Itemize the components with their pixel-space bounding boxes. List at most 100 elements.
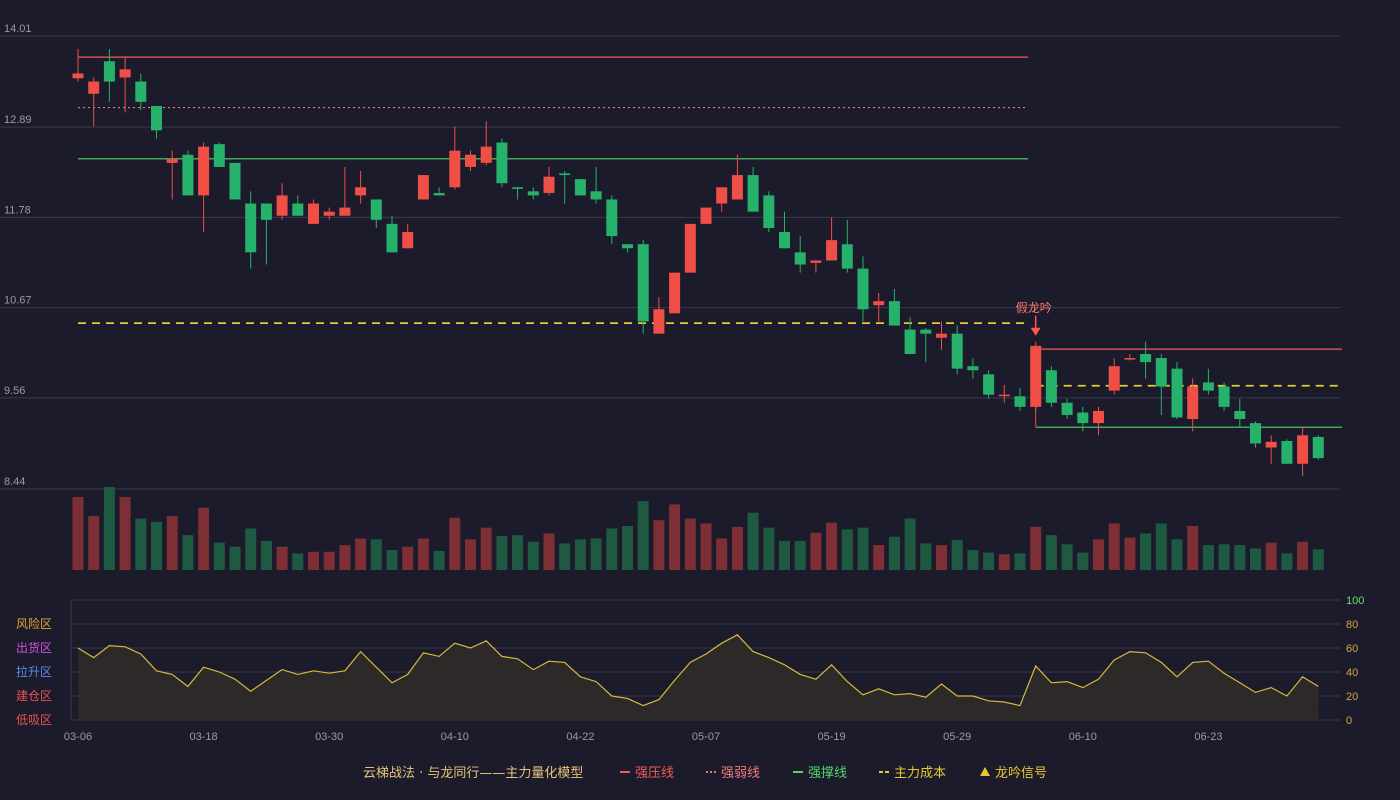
volume-bar [386,550,398,570]
osc-area [78,634,1319,720]
candle-body [857,268,869,310]
candle-body [747,175,759,212]
candle-body [355,187,367,196]
candle-body [936,333,947,338]
volume-bar [527,541,539,570]
volume-bar [1218,544,1230,570]
candle-body [951,333,963,369]
candle-body [370,199,382,220]
candle-body [1281,441,1293,464]
candle-body [983,374,995,395]
candle-body [527,191,539,196]
candle-body [151,105,162,131]
candle-body [1108,366,1120,391]
signal-arrow-icon [1030,327,1041,336]
volume-bar [998,554,1010,570]
candle-body [292,203,304,216]
volume-bar [433,550,445,570]
osc-tick-label: 80 [1346,619,1358,631]
candle-body [103,61,115,82]
candle-body [716,187,728,204]
volume-bar [213,542,225,570]
candle-body [873,301,885,306]
volume-bar [1093,539,1104,570]
candle-body [574,179,586,196]
zone-label: 风险区 [16,616,52,631]
candle-body [245,203,257,253]
legend-label: 强弱线 [721,766,760,781]
candle-body [1093,410,1104,424]
candle-body [590,191,602,200]
candle-body [213,144,225,167]
legend-item[interactable]: 强压线 [620,766,674,781]
volume-bar [1297,541,1309,570]
legend[interactable]: 云梯战法 · 与龙同行——主力量化模型 强压线 强弱线 强撑线 主力成本 龙吟信号 [363,765,1047,781]
candle-body [637,244,649,322]
volume-bar [1234,545,1246,570]
y-tick-label: 8.44 [4,476,25,488]
volume-bar [103,487,115,570]
volume-bar [543,533,555,570]
candle-body [653,309,665,334]
volume-bar [684,518,696,570]
volume-bar [198,507,210,570]
candle-body [841,244,853,269]
volume-bar [151,521,162,570]
axes: 14.01 12.89 11.78 10.67 9.56 8.44 100 80 60 40 20 0… [4,23,1364,743]
volume-bar [1250,548,1261,570]
osc-tick-label: 0 [1346,715,1352,727]
osc-tick-label: 100 [1346,595,1364,607]
x-tick-label: 04-10 [441,731,469,743]
candle-body [182,154,194,196]
candle-body [810,260,822,263]
legend-item[interactable]: 强弱线 [706,766,760,781]
candle-body [700,207,712,224]
zone-label: 拉升区 [16,664,52,679]
x-tick-label: 06-10 [1069,731,1097,743]
volume-bar [590,538,602,570]
candle-body [72,73,84,79]
volume-bar [951,540,963,570]
candle-body [1297,435,1309,464]
candle-body [1312,436,1324,459]
volume-bar [622,526,633,570]
legend-triangle-icon [980,767,990,776]
volume-bars [72,487,1324,570]
legend-item[interactable]: 云梯战法 · 与龙同行——主力量化模型 [363,766,583,781]
dragon-signal: 假龙吟 [1016,300,1052,336]
candle-body [543,176,555,193]
volume-bar [88,516,100,570]
volume-bar [1312,549,1324,570]
candle-body [1140,353,1152,363]
legend-item[interactable]: 强撑线 [793,766,847,781]
candle-body [339,207,351,216]
volume-bar [370,539,382,570]
volume-bar [637,501,649,570]
osc-tick-label: 20 [1346,691,1358,703]
volume-bar [841,529,853,570]
volume-bar [1077,552,1089,570]
candle-body [260,203,272,220]
candle-body [323,211,335,216]
legend-item[interactable]: 主力成本 [879,766,946,781]
volume-bar [449,517,461,570]
volume-bar [716,538,728,570]
x-tick-label: 03-18 [190,731,218,743]
candle-body [402,232,414,249]
candle-body [1218,386,1230,407]
volume-bar [653,520,665,570]
candle-body [1234,410,1246,420]
volume-bar [1155,523,1167,570]
candle-body [622,244,633,249]
volume-bar [1187,526,1199,570]
volume-bar [182,535,194,570]
candle-body [1155,358,1167,387]
volume-bar [763,527,775,570]
legend-item[interactable]: 龙吟信号 [980,765,1047,781]
volume-bar [559,543,571,570]
volume-bar [669,504,681,570]
candle-body [826,240,838,261]
candle-body [779,232,790,249]
candle-body [386,223,398,253]
